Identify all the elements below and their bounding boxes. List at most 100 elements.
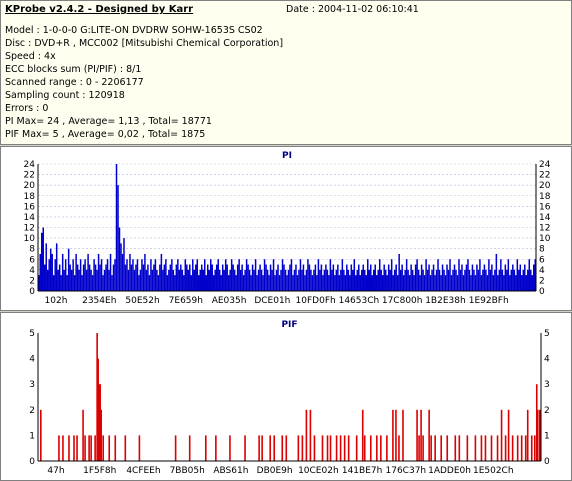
data-bar xyxy=(130,264,133,291)
data-bar xyxy=(220,275,222,291)
data-bar xyxy=(88,435,90,461)
data-bar xyxy=(160,253,163,291)
data-bar xyxy=(91,275,94,291)
y-tick-label-left: 2 xyxy=(29,406,35,416)
data-bar xyxy=(365,275,368,291)
data-bar xyxy=(75,253,77,291)
y-tick-label-right: 20 xyxy=(539,181,551,191)
data-bar xyxy=(369,435,372,461)
data-bar xyxy=(136,259,139,291)
data-bar xyxy=(525,275,528,291)
data-bar xyxy=(286,275,288,291)
data-bar xyxy=(432,264,435,291)
data-bar xyxy=(275,269,278,291)
data-bar xyxy=(198,275,200,291)
data-bar xyxy=(317,259,320,291)
data-bar xyxy=(76,264,79,291)
data-bar xyxy=(202,269,204,291)
data-bar xyxy=(145,269,148,291)
data-bar xyxy=(534,259,536,291)
data-bar xyxy=(321,435,324,461)
data-bar xyxy=(221,264,224,291)
data-bar xyxy=(48,259,50,291)
data-bar xyxy=(486,275,489,291)
data-bar xyxy=(515,275,517,291)
data-bar xyxy=(193,269,196,291)
data-bar xyxy=(90,269,92,291)
data-bar xyxy=(301,269,303,291)
data-bar xyxy=(399,269,402,291)
data-bar xyxy=(211,264,213,291)
data-bar xyxy=(94,435,96,461)
data-bar xyxy=(87,253,89,291)
y-tick-label-right: 14 xyxy=(539,213,551,223)
data-bar xyxy=(458,259,460,291)
data-bar xyxy=(123,238,125,291)
data-bar xyxy=(437,259,439,291)
data-bar xyxy=(500,259,502,291)
data-bar xyxy=(251,264,254,291)
data-bar xyxy=(440,435,443,461)
data-bar xyxy=(392,409,394,461)
data-bar xyxy=(495,253,498,291)
data-bar xyxy=(99,264,101,291)
data-bar xyxy=(516,259,519,291)
data-bar xyxy=(538,409,541,461)
data-bar xyxy=(269,435,271,461)
data-bar xyxy=(443,269,445,291)
data-bar xyxy=(431,269,433,291)
data-bar xyxy=(332,264,335,291)
y-tick-label-right: 2 xyxy=(539,276,545,286)
pif-chart-panel: PIF 0 0 1 1 2 2 3 3 4 4 5 5 47h 1F5F8h 4CFEEh 7BB05h ABS6… xyxy=(0,312,572,481)
data-bar xyxy=(479,259,481,291)
data-bar xyxy=(178,269,181,291)
data-bar xyxy=(355,275,357,291)
data-bar xyxy=(82,409,84,461)
data-bar xyxy=(268,275,270,291)
data-bar xyxy=(319,269,321,291)
data-bar xyxy=(287,269,290,291)
data-bar xyxy=(535,384,538,461)
data-bar xyxy=(142,264,145,291)
data-bar xyxy=(253,269,255,291)
data-bar xyxy=(410,264,412,291)
y-tick-label-left: 14 xyxy=(24,213,36,223)
chart-title: PIF xyxy=(281,320,297,330)
data-bar xyxy=(205,275,207,291)
data-bar xyxy=(362,264,365,291)
data-bar xyxy=(510,269,513,291)
data-bar xyxy=(377,269,379,291)
data-bar xyxy=(524,435,527,461)
data-bar xyxy=(169,264,172,291)
data-bar xyxy=(226,264,228,291)
data-bar xyxy=(196,259,199,291)
data-bar xyxy=(465,264,468,291)
data-bar xyxy=(49,248,52,291)
data-bar xyxy=(235,275,237,291)
data-bar xyxy=(485,269,487,291)
y-tick-label-right: 16 xyxy=(539,202,551,212)
data-bar xyxy=(386,275,388,291)
data-bar xyxy=(154,259,157,291)
data-bar xyxy=(229,269,231,291)
y-tick-label-left: 3 xyxy=(29,380,35,390)
data-bar xyxy=(46,269,49,291)
data-bar xyxy=(96,269,98,291)
data-bar xyxy=(405,259,408,291)
data-bar xyxy=(241,264,243,291)
data-bar xyxy=(147,264,149,291)
x-tick-label: 7BB05h xyxy=(170,466,205,476)
data-bar xyxy=(480,435,483,461)
data-bar xyxy=(413,275,415,291)
data-bar xyxy=(88,264,91,291)
x-tick-label: 1E502Ch xyxy=(473,466,514,476)
data-bar xyxy=(509,275,511,291)
data-bar xyxy=(174,275,176,291)
data-bar xyxy=(245,259,248,291)
data-bar xyxy=(361,409,364,461)
data-bar xyxy=(504,264,507,291)
x-tick-label: 14653Ch xyxy=(339,296,380,306)
info-line: PIF Max= 5 , Average= 0,02 , Total= 1875 xyxy=(5,129,206,140)
y-tick-label-right: 8 xyxy=(539,245,545,255)
data-bar xyxy=(507,259,510,291)
